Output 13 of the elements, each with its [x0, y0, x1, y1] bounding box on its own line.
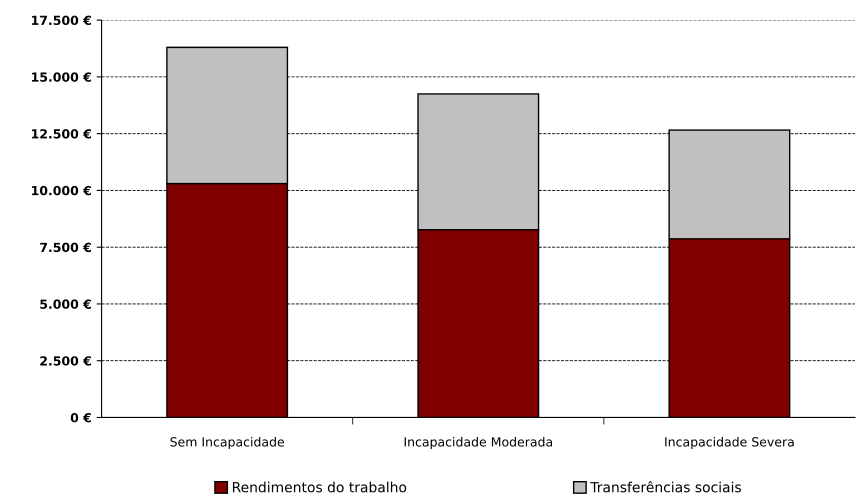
y-tick-label: 17.500 €: [32, 16, 92, 26]
y-tick-label: 5.000 €: [40, 299, 92, 309]
x-tick-label: Incapacidade Severa: [665, 436, 794, 450]
y-tick-label: 7.500 €: [40, 242, 92, 252]
y-tick-label: 15.000 €: [32, 72, 92, 82]
legend-label: Transferências sociais: [590, 481, 741, 492]
y-tick-label: 10.000 €: [32, 186, 92, 196]
legend-label: Rendimentos do trabalho: [232, 482, 406, 492]
y-tick-label: 12.500 €: [32, 129, 92, 139]
x-tick-label: Sem Incapacidade: [170, 436, 284, 450]
y-tick-label: 2.500 €: [40, 356, 92, 366]
x-tick-label: Incapacidade Moderada: [404, 436, 552, 450]
y-tick-label: 0 €: [70, 412, 92, 422]
